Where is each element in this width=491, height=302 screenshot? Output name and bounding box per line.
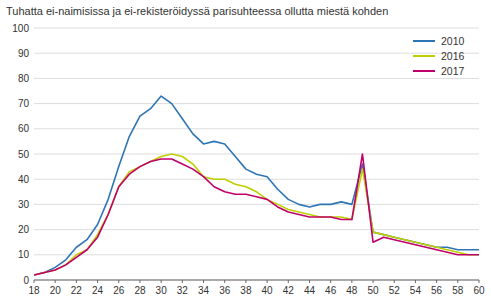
x-tick [76, 280, 77, 283]
series-line [34, 96, 479, 275]
x-tick-label: 58 [452, 285, 464, 296]
y-tick-label: 40 [18, 174, 30, 185]
legend-swatch [413, 70, 435, 72]
legend-label: 2016 [441, 50, 465, 62]
grid-line [34, 280, 479, 281]
grid-line [34, 103, 479, 104]
legend-swatch [413, 55, 435, 57]
chart: Tuhatta ei-naimisissa ja ei-rekisteröidy… [0, 0, 491, 302]
x-tick [161, 280, 162, 283]
y-tick-label: 80 [18, 73, 30, 84]
x-tick-label: 42 [283, 285, 295, 296]
lines [34, 96, 479, 275]
grid-line [34, 78, 479, 79]
series-line [34, 154, 479, 275]
x-tick [457, 280, 458, 283]
x-tick [288, 280, 289, 283]
x-tick-label: 50 [367, 285, 379, 296]
series-line [34, 154, 479, 275]
grid-line [34, 154, 479, 155]
x-tick-label: 56 [431, 285, 443, 296]
y-tick-label: 30 [18, 199, 30, 210]
legend: 2010 2016 2017 [413, 35, 465, 77]
x-tick [436, 280, 437, 283]
x-tick-label: 22 [71, 285, 83, 296]
x-tick-label: 38 [240, 285, 252, 296]
x-tick-label: 26 [113, 285, 125, 296]
x-tick [351, 280, 352, 283]
x-tick-label: 20 [50, 285, 62, 296]
y-tick-label: 10 [18, 249, 30, 260]
y-tick-label: 100 [12, 23, 29, 34]
x-tick [224, 280, 225, 283]
x-tick [182, 280, 183, 283]
x-tick [245, 280, 246, 283]
y-tick-label: 0 [23, 275, 29, 286]
x-tick-label: 52 [389, 285, 401, 296]
x-tick-label: 46 [325, 285, 337, 296]
x-tick [415, 280, 416, 283]
y-tick-label: 70 [18, 98, 30, 109]
x-tick-label: 54 [410, 285, 422, 296]
x-tick [309, 280, 310, 283]
grid-line [34, 179, 479, 180]
x-tick-label: 24 [92, 285, 104, 296]
legend-swatch [413, 40, 435, 42]
x-tick [118, 280, 119, 283]
x-tick [373, 280, 374, 283]
x-tick-label: 60 [473, 285, 485, 296]
legend-label: 2017 [441, 65, 465, 77]
grid-line [34, 254, 479, 255]
x-tick-label: 30 [156, 285, 168, 296]
x-tick-label: 18 [28, 285, 40, 296]
x-tick [479, 280, 480, 283]
x-tick-label: 36 [219, 285, 231, 296]
x-tick [394, 280, 395, 283]
x-tick [267, 280, 268, 283]
x-axis-line [34, 280, 479, 281]
x-tick-label: 40 [262, 285, 274, 296]
title: Tuhatta ei-naimisissa ja ei-rekisteröidy… [6, 5, 388, 17]
grid-line [34, 28, 479, 29]
x-tick-label: 32 [177, 285, 189, 296]
x-tick [330, 280, 331, 283]
y-tick-label: 90 [18, 48, 30, 59]
legend-label: 2010 [441, 35, 465, 47]
y-tick-label: 50 [18, 149, 30, 160]
x-tick-label: 44 [304, 285, 316, 296]
x-tick [34, 280, 35, 283]
x-tick [97, 280, 98, 283]
y-grid [34, 28, 479, 280]
grid-line [34, 128, 479, 129]
grid-line [34, 204, 479, 205]
grid-line [34, 53, 479, 54]
y-tick-label: 20 [18, 224, 30, 235]
x-tick [203, 280, 204, 283]
x-tick [55, 280, 56, 283]
x-tick-label: 28 [134, 285, 146, 296]
x-tick-label: 48 [346, 285, 358, 296]
y-tick-label: 60 [18, 123, 30, 134]
x-tick-label: 34 [198, 285, 210, 296]
x-tick [139, 280, 140, 283]
